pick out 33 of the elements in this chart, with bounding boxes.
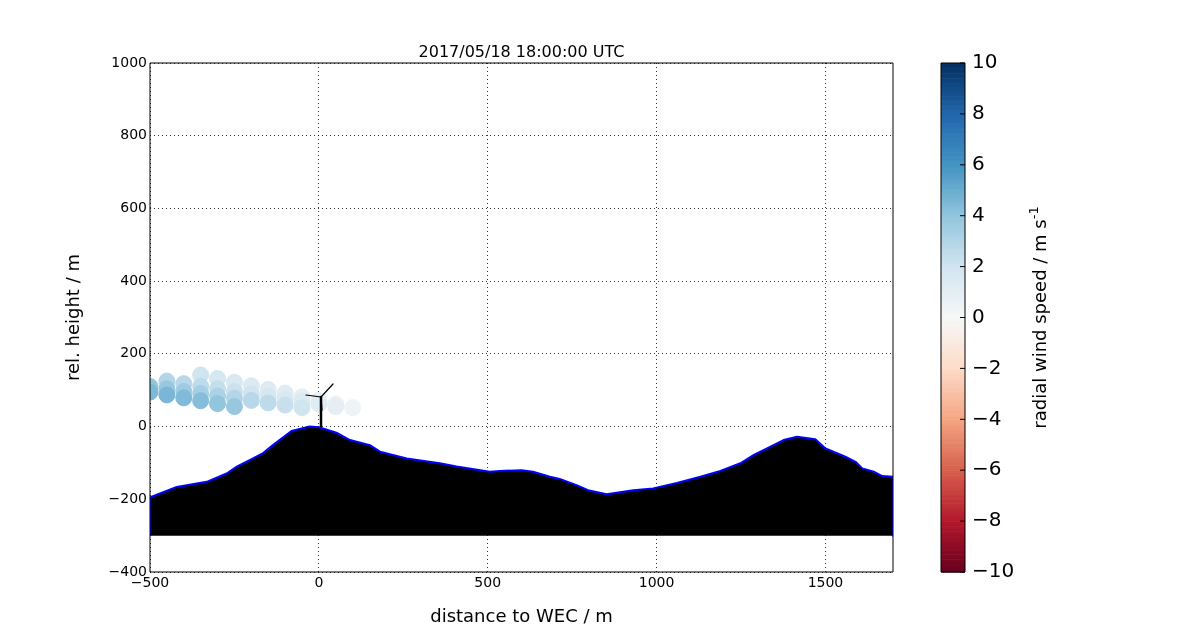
x-tick-label: 500 — [474, 574, 502, 591]
color-bar-label: 4 — [972, 201, 985, 226]
color-bar-label: 2 — [972, 252, 985, 277]
y-tick-label: 1000 — [111, 53, 147, 70]
color-bar-label: −2 — [972, 354, 1002, 379]
color-bar-label: 0 — [972, 303, 985, 328]
y-tick-label: −200 — [108, 489, 147, 506]
y-tick-label: 600 — [120, 199, 147, 216]
point — [276, 396, 294, 414]
y-tick-label: 0 — [138, 417, 147, 434]
point — [209, 395, 227, 413]
x-tick-label: 1500 — [807, 574, 844, 591]
x-tick-label: 1000 — [638, 574, 675, 591]
y-tick-label: 800 — [120, 126, 147, 143]
color-bar-label: −10 — [972, 558, 1015, 583]
color-bar-title: radial wind speed / m s-1 — [1026, 206, 1050, 429]
y-tick-label: 400 — [120, 271, 147, 288]
point — [175, 389, 193, 407]
x-tick-label: 0 — [314, 574, 324, 591]
color-bar-label: −6 — [972, 456, 1002, 481]
point — [158, 386, 176, 404]
color-bar-label: −4 — [972, 405, 1002, 430]
color-bar-label: 8 — [972, 100, 985, 125]
point — [192, 392, 210, 410]
chart-title: 2017/05/18 18:00:00 UTC — [418, 42, 625, 61]
y-tick-label: 200 — [120, 344, 147, 361]
point — [344, 399, 362, 417]
color-bar-label: 6 — [972, 151, 985, 175]
color-bar-label: 10 — [972, 49, 998, 74]
x-axis-title: distance to WEC / m — [430, 604, 613, 626]
y-axis-title: rel. height / m — [62, 254, 84, 381]
x-tick-label: −500 — [130, 574, 170, 591]
color-bar-label: −8 — [972, 507, 1002, 532]
